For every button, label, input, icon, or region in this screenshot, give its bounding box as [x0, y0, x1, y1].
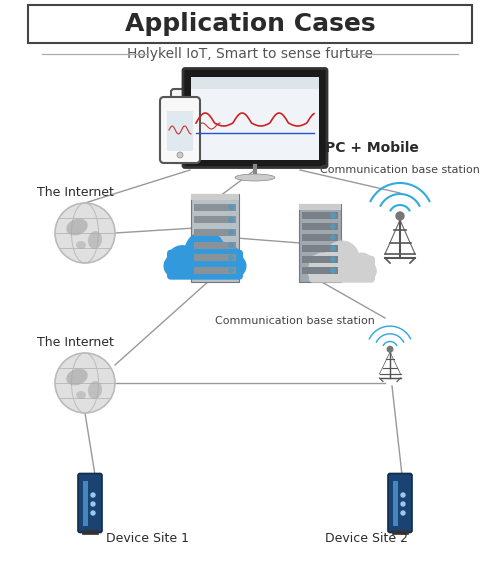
- Bar: [299, 204, 341, 282]
- Bar: [167, 111, 193, 151]
- FancyBboxPatch shape: [388, 473, 412, 532]
- Bar: [392, 529, 408, 533]
- Bar: [302, 212, 338, 219]
- FancyBboxPatch shape: [167, 250, 243, 280]
- Text: Communication base station: Communication base station: [215, 316, 375, 326]
- Circle shape: [185, 232, 225, 272]
- Circle shape: [229, 243, 233, 247]
- Bar: [194, 216, 236, 223]
- Circle shape: [331, 268, 335, 273]
- Circle shape: [167, 246, 198, 276]
- Bar: [393, 480, 398, 525]
- Bar: [302, 267, 338, 274]
- Text: The Internet: The Internet: [37, 187, 114, 199]
- Circle shape: [55, 203, 115, 263]
- Text: Application Cases: Application Cases: [124, 12, 376, 36]
- Bar: [299, 204, 341, 210]
- Ellipse shape: [76, 241, 86, 249]
- Circle shape: [55, 353, 115, 413]
- Circle shape: [387, 346, 393, 352]
- FancyBboxPatch shape: [171, 89, 229, 163]
- Circle shape: [310, 253, 336, 279]
- Circle shape: [229, 230, 233, 235]
- Bar: [302, 234, 338, 241]
- Ellipse shape: [66, 218, 87, 235]
- Bar: [83, 480, 88, 525]
- Ellipse shape: [66, 369, 87, 386]
- Bar: [191, 76, 319, 88]
- FancyBboxPatch shape: [78, 473, 102, 532]
- Text: Device Site 1: Device Site 1: [106, 532, 189, 546]
- Circle shape: [396, 212, 404, 220]
- Text: PC + Mobile: PC + Mobile: [325, 141, 419, 155]
- Bar: [302, 223, 338, 230]
- Bar: [302, 256, 338, 263]
- Ellipse shape: [88, 381, 102, 399]
- Circle shape: [331, 235, 335, 240]
- Circle shape: [229, 255, 233, 260]
- Circle shape: [229, 205, 233, 209]
- Bar: [194, 229, 236, 236]
- Circle shape: [348, 253, 374, 279]
- Text: Holykell IoT, Smart to sense furture: Holykell IoT, Smart to sense furture: [127, 47, 373, 61]
- Circle shape: [331, 224, 335, 229]
- Circle shape: [331, 246, 335, 251]
- FancyBboxPatch shape: [160, 97, 200, 163]
- Bar: [191, 194, 239, 200]
- Circle shape: [164, 255, 186, 277]
- Circle shape: [229, 218, 233, 222]
- Circle shape: [224, 255, 246, 277]
- Bar: [194, 242, 236, 249]
- Circle shape: [358, 262, 376, 280]
- Circle shape: [229, 268, 233, 273]
- Text: Device Site 2: Device Site 2: [325, 532, 408, 546]
- Bar: [302, 245, 338, 252]
- Bar: [178, 100, 222, 152]
- Ellipse shape: [88, 231, 102, 249]
- Circle shape: [331, 257, 335, 262]
- Ellipse shape: [76, 391, 86, 399]
- Bar: [194, 267, 236, 274]
- Circle shape: [308, 262, 326, 280]
- Circle shape: [331, 213, 335, 218]
- Circle shape: [401, 511, 405, 515]
- Circle shape: [91, 502, 95, 506]
- Circle shape: [212, 246, 243, 276]
- Circle shape: [325, 241, 359, 275]
- Circle shape: [91, 511, 95, 515]
- Circle shape: [401, 493, 405, 497]
- Bar: [194, 203, 236, 210]
- Bar: [191, 194, 239, 282]
- Text: The Internet: The Internet: [37, 336, 114, 350]
- Circle shape: [177, 152, 183, 158]
- Ellipse shape: [235, 174, 275, 181]
- Bar: [82, 529, 98, 533]
- FancyBboxPatch shape: [309, 255, 375, 283]
- Bar: [194, 254, 236, 261]
- Circle shape: [401, 502, 405, 506]
- Text: Communication base station: Communication base station: [320, 165, 480, 175]
- FancyBboxPatch shape: [28, 5, 472, 43]
- FancyBboxPatch shape: [183, 69, 327, 168]
- Bar: [191, 76, 319, 160]
- Circle shape: [91, 493, 95, 497]
